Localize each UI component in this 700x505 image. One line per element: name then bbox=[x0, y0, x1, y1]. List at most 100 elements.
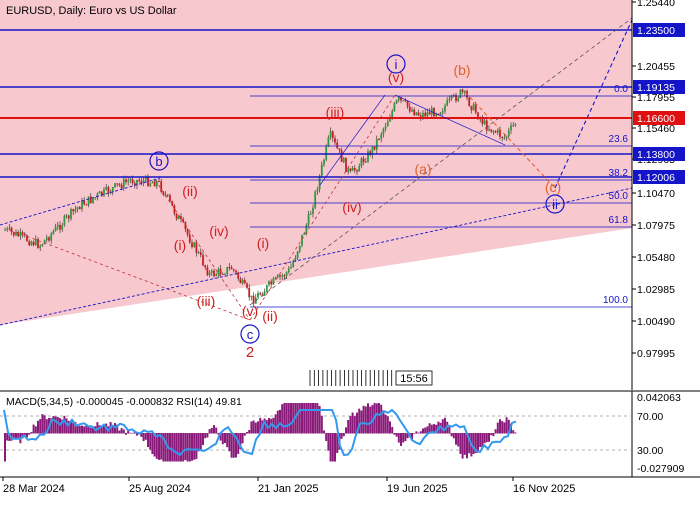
candle bbox=[342, 157, 345, 164]
candle bbox=[444, 103, 446, 114]
macd-bar bbox=[26, 433, 28, 438]
candle bbox=[133, 180, 136, 189]
macd-bar bbox=[122, 429, 125, 434]
macd-bar bbox=[364, 406, 367, 434]
candle bbox=[191, 239, 193, 249]
candle bbox=[232, 268, 235, 273]
candle bbox=[373, 146, 376, 151]
macd-bar bbox=[393, 433, 396, 435]
macd-bar bbox=[318, 405, 321, 434]
indicator-pane[interactable]: MACD(5,34,5) -0.000045 -0.000832 RSI(14)… bbox=[0, 390, 700, 477]
main-chart[interactable]: 0.0 23.6 38.2 50.0 61.8 100.0 (ii) (i) (iv) (iii… bbox=[0, 0, 633, 390]
trend-line bbox=[464, 91, 556, 189]
macd-bar bbox=[215, 427, 218, 434]
candle bbox=[309, 210, 312, 215]
candles bbox=[4, 88, 517, 307]
macd-bar bbox=[457, 433, 460, 447]
macd-bar bbox=[463, 433, 466, 455]
candle bbox=[336, 139, 339, 149]
macd-bar bbox=[8, 433, 11, 441]
macd-bar bbox=[191, 433, 193, 461]
candle bbox=[208, 270, 211, 278]
level-tag bbox=[633, 80, 685, 94]
candle bbox=[193, 241, 196, 248]
macd-bar bbox=[41, 414, 44, 434]
macd-bar bbox=[391, 426, 394, 434]
macd-bar bbox=[419, 431, 422, 434]
candle bbox=[215, 272, 218, 277]
macd-bar bbox=[213, 425, 215, 434]
macd-bar bbox=[263, 418, 266, 434]
macd-bar bbox=[503, 422, 506, 434]
candle bbox=[380, 132, 383, 143]
candle bbox=[50, 232, 53, 244]
macd-bar bbox=[349, 416, 352, 434]
candle bbox=[89, 193, 92, 204]
macd-bar bbox=[488, 433, 490, 442]
macd-bar bbox=[331, 433, 334, 462]
candle bbox=[204, 264, 207, 271]
candle bbox=[393, 101, 396, 112]
macd-bar bbox=[4, 433, 6, 462]
candle bbox=[263, 288, 266, 296]
macd-bar bbox=[417, 432, 420, 434]
macd-bar bbox=[116, 424, 119, 434]
candle bbox=[219, 265, 222, 276]
candle bbox=[111, 186, 114, 196]
candle bbox=[428, 108, 431, 115]
candle bbox=[166, 194, 169, 198]
candle bbox=[301, 234, 303, 248]
macd-bar bbox=[70, 420, 72, 434]
macd-bar bbox=[162, 433, 165, 462]
macd-bar bbox=[37, 420, 39, 434]
price-axis: 1.254401.204551.179551.154601.129651.104… bbox=[631, 0, 685, 390]
macd-bar bbox=[241, 433, 244, 444]
candle bbox=[103, 187, 105, 197]
wave-label: (iv) bbox=[209, 223, 228, 239]
macd-bar bbox=[158, 433, 160, 460]
candle bbox=[287, 265, 290, 274]
macd-bar bbox=[424, 427, 427, 434]
candle bbox=[32, 240, 35, 247]
candle bbox=[248, 284, 251, 301]
candle bbox=[210, 269, 213, 276]
level-tag bbox=[633, 111, 685, 125]
price-tick-label: 1.00490 bbox=[637, 316, 675, 328]
macd-bar bbox=[382, 410, 385, 434]
time-tick-label: 25 Aug 2024 bbox=[129, 483, 191, 495]
macd-bar bbox=[129, 432, 132, 434]
candle bbox=[512, 121, 515, 127]
candle bbox=[155, 180, 158, 189]
candle bbox=[116, 183, 119, 187]
trend-line bbox=[154, 179, 251, 321]
price-tick-label: 1.02985 bbox=[637, 284, 675, 296]
candle bbox=[37, 237, 39, 249]
macd-bar bbox=[173, 433, 176, 462]
macd-bar bbox=[375, 403, 378, 434]
candle bbox=[349, 167, 352, 173]
candle bbox=[274, 276, 277, 280]
time-tick-label: 21 Jan 2025 bbox=[258, 483, 319, 495]
macd-bar bbox=[402, 433, 405, 443]
macd-bar bbox=[195, 433, 198, 460]
candle bbox=[230, 265, 233, 270]
macd-bar bbox=[243, 433, 246, 436]
candle bbox=[59, 221, 61, 234]
candle bbox=[514, 123, 517, 127]
macd-bar bbox=[283, 403, 286, 434]
time-tick-label: 16 Nov 2025 bbox=[513, 483, 575, 495]
macd-bar bbox=[461, 433, 464, 459]
candle bbox=[298, 245, 301, 253]
candle bbox=[351, 165, 354, 171]
macd-bar bbox=[98, 425, 101, 434]
macd-bar bbox=[142, 433, 145, 442]
candle bbox=[408, 102, 411, 114]
macd-bar bbox=[496, 422, 499, 434]
wave-circle bbox=[149, 151, 169, 171]
macd-bar bbox=[147, 433, 149, 448]
candle bbox=[433, 106, 435, 117]
macd-bar bbox=[507, 419, 510, 434]
macd-bar bbox=[433, 424, 435, 434]
candle bbox=[312, 204, 314, 218]
